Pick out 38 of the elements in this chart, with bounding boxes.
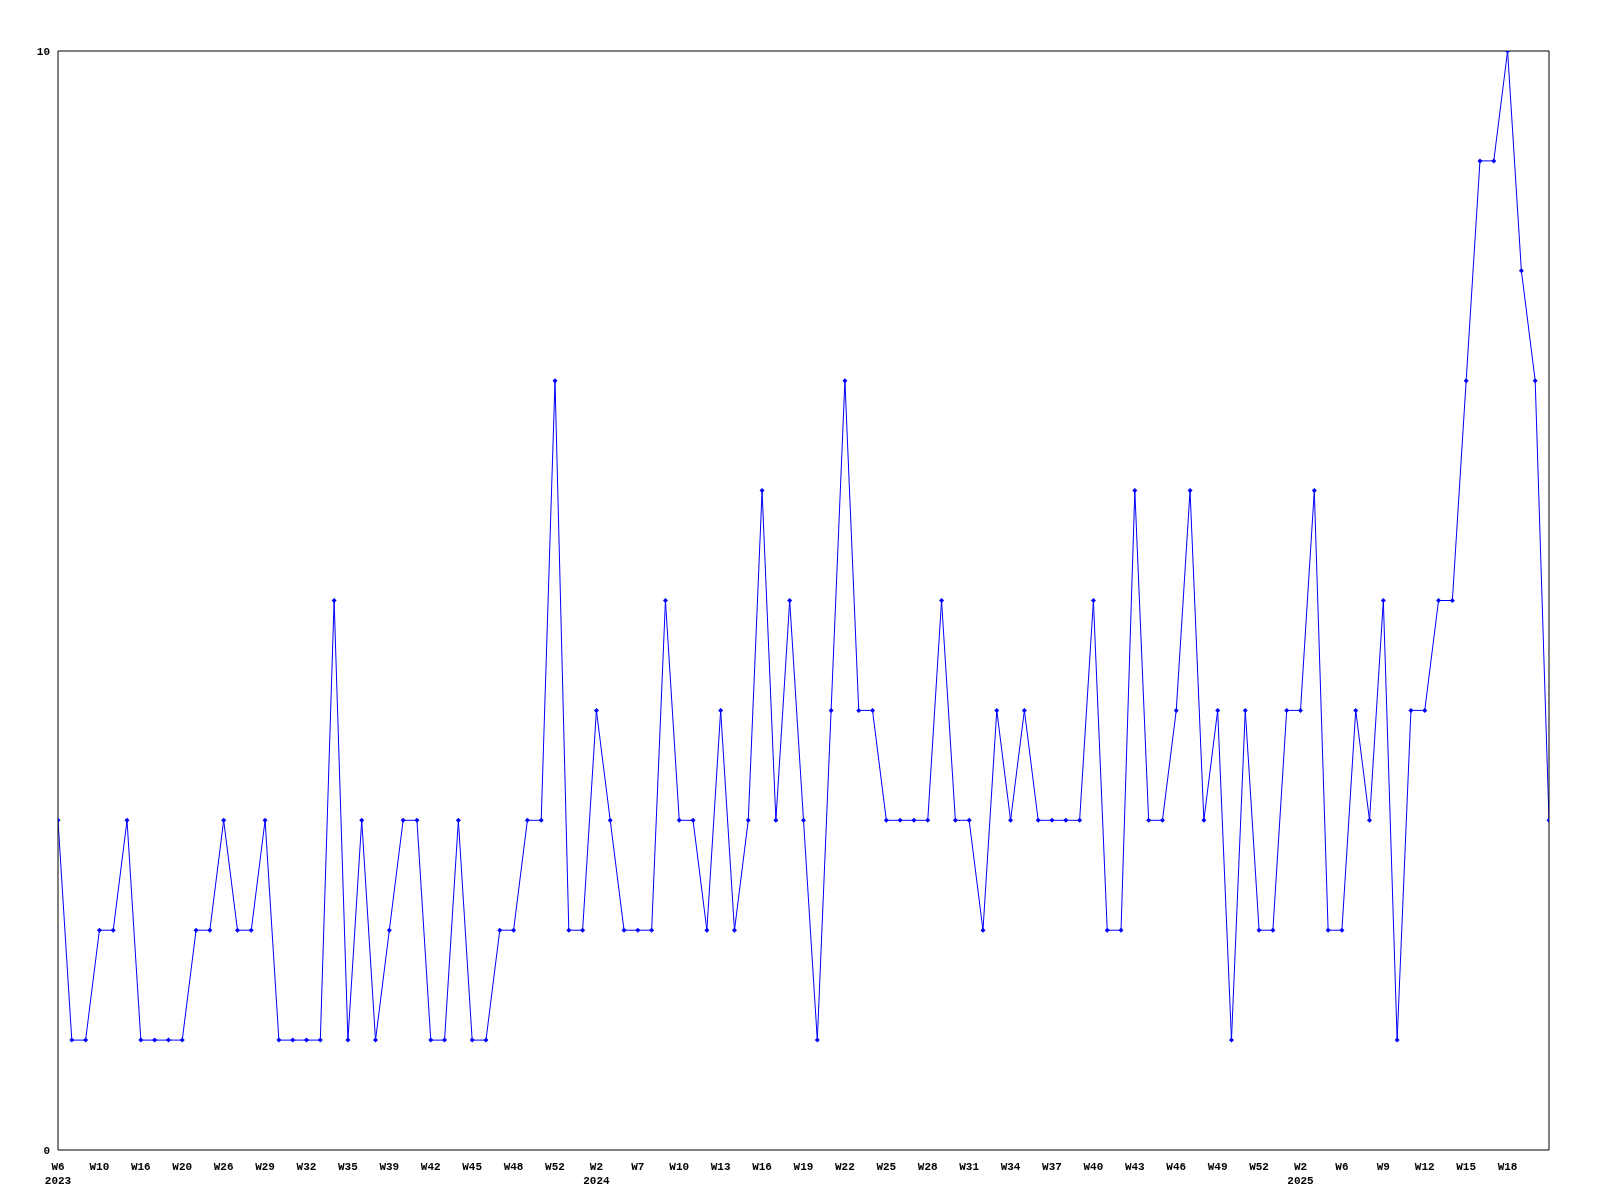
x-tick-label: W22: [835, 1161, 855, 1173]
x-tick-label: W46: [1166, 1161, 1187, 1173]
x-tick-label: W7: [631, 1161, 645, 1173]
x-tick-label: W20: [172, 1161, 193, 1173]
x-tick-label: W25: [876, 1161, 897, 1173]
x-tick-label: W35: [338, 1161, 359, 1173]
x-tick-label: W2 2025: [1287, 1161, 1315, 1187]
x-tick-label: W19: [793, 1161, 814, 1173]
x-tick-label: W2 2024: [583, 1161, 611, 1187]
x-tick-label: W15: [1456, 1161, 1477, 1173]
x-tick-label: W9: [1376, 1161, 1390, 1173]
x-tick-label: W6 2023: [44, 1161, 72, 1187]
x-tick-label: W48: [503, 1161, 524, 1173]
x-tick-label: W43: [1124, 1161, 1146, 1173]
x-tick-label: W34: [1000, 1161, 1021, 1173]
x-tick-label: W45: [462, 1161, 483, 1173]
x-tick-label: W10: [89, 1161, 110, 1173]
x-tick-label: W6: [1335, 1161, 1349, 1173]
x-tick-label: W31: [959, 1161, 980, 1173]
x-tick-label: W16: [752, 1161, 772, 1173]
x-tick-label: W16: [130, 1161, 151, 1173]
x-tick-label: W52: [545, 1161, 565, 1173]
x-tick-label: W32: [296, 1161, 317, 1173]
y-tick-label: 0: [43, 1144, 50, 1157]
y-tick-label: 10: [36, 45, 50, 58]
x-tick-label: W12: [1414, 1161, 1435, 1173]
x-tick-label: W39: [379, 1161, 400, 1173]
x-tick-label: W42: [420, 1161, 441, 1173]
x-tick-label: W37: [1042, 1161, 1062, 1173]
x-tick-label: W52: [1249, 1161, 1269, 1173]
x-tick-label: W49: [1207, 1161, 1228, 1173]
x-tick-label: W40: [1083, 1161, 1104, 1173]
x-tick-label: W29: [255, 1161, 275, 1173]
x-tick-label: W28: [917, 1161, 939, 1173]
x-tick-label: W10: [669, 1161, 690, 1173]
x-tick-label: W26: [213, 1161, 234, 1173]
x-tick-label: W13: [710, 1161, 731, 1173]
x-tick-label: W18: [1497, 1161, 1518, 1173]
